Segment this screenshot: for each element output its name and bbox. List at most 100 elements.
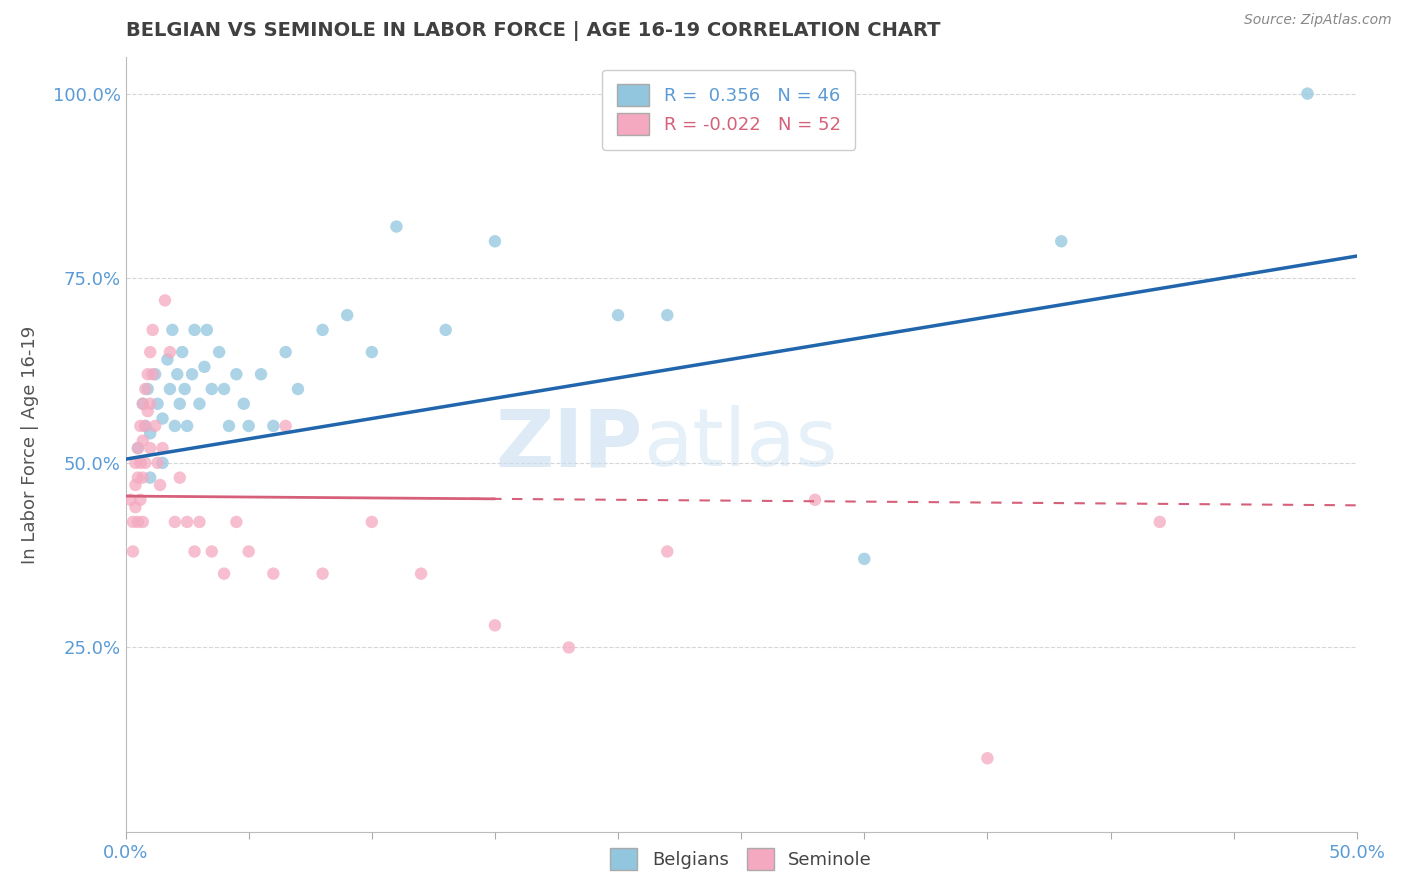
Point [134,456,156,470]
Point [120,492,142,507]
Point [183,323,205,337]
Point [166,368,188,382]
Point [139,397,162,411]
Point [124,500,146,515]
Point [311,323,333,337]
Point [132,470,155,484]
Point [188,515,211,529]
Point [181,368,204,382]
Point [159,382,181,396]
Point [169,470,191,484]
Point [607,308,630,322]
Point [134,382,156,396]
Point [804,492,827,507]
Point [134,418,156,433]
Point [142,368,165,382]
Point [146,456,169,470]
Point [409,566,432,581]
Point [434,323,457,337]
Point [657,308,679,322]
Point [139,470,162,484]
Point [159,345,181,359]
Point [122,544,145,558]
Point [262,418,284,433]
Point [232,397,254,411]
Point [287,382,309,396]
Point [129,418,152,433]
Point [163,515,186,529]
Point [484,235,506,249]
Point [152,411,174,425]
Point [149,478,172,492]
Point [176,515,198,529]
Point [156,352,179,367]
Point [238,418,260,433]
Point [225,368,247,382]
Point [360,345,382,359]
Point [262,566,284,581]
Point [212,566,235,581]
Point [163,418,186,433]
Point [193,359,215,374]
Point [146,397,169,411]
Point [132,515,155,529]
Point [311,566,333,581]
Point [176,418,198,433]
Point [136,368,159,382]
Point [484,618,506,632]
Point [336,308,359,322]
Point [169,397,191,411]
Point [173,382,195,396]
Legend: Belgians, Seminole: Belgians, Seminole [603,841,879,878]
Point [201,544,224,558]
Point [124,478,146,492]
Point [274,418,297,433]
Point [127,470,149,484]
Point [188,397,211,411]
Point [853,552,876,566]
Point [127,515,149,529]
Point [1050,235,1073,249]
Point [153,293,176,308]
Point [143,418,166,433]
Point [1149,515,1171,529]
Text: ZIP: ZIP [495,405,643,483]
Point [134,418,156,433]
Point [558,640,581,655]
Point [162,323,184,337]
Point [132,397,155,411]
Point [127,441,149,455]
Point [385,219,408,234]
Point [122,515,145,529]
Y-axis label: In Labor Force | Age 16-19: In Labor Force | Age 16-19 [21,326,39,564]
Point [143,368,166,382]
Point [218,418,240,433]
Point [139,345,162,359]
Point [195,323,218,337]
Point [139,441,162,455]
Point [360,515,382,529]
Point [142,323,165,337]
Point [129,456,152,470]
Point [208,345,231,359]
Point [132,434,155,448]
Point [132,397,155,411]
Point [139,426,162,441]
Point [976,751,998,765]
Point [152,441,174,455]
Point [274,345,297,359]
Point [201,382,224,396]
Point [136,404,159,418]
Point [238,544,260,558]
Point [136,382,159,396]
Text: atlas: atlas [643,405,837,483]
Point [127,441,149,455]
Text: BELGIAN VS SEMINOLE IN LABOR FORCE | AGE 16-19 CORRELATION CHART: BELGIAN VS SEMINOLE IN LABOR FORCE | AGE… [125,21,941,41]
Point [152,456,174,470]
Point [129,492,152,507]
Point [212,382,235,396]
Point [657,544,679,558]
Point [124,456,146,470]
Point [172,345,194,359]
Point [183,544,205,558]
